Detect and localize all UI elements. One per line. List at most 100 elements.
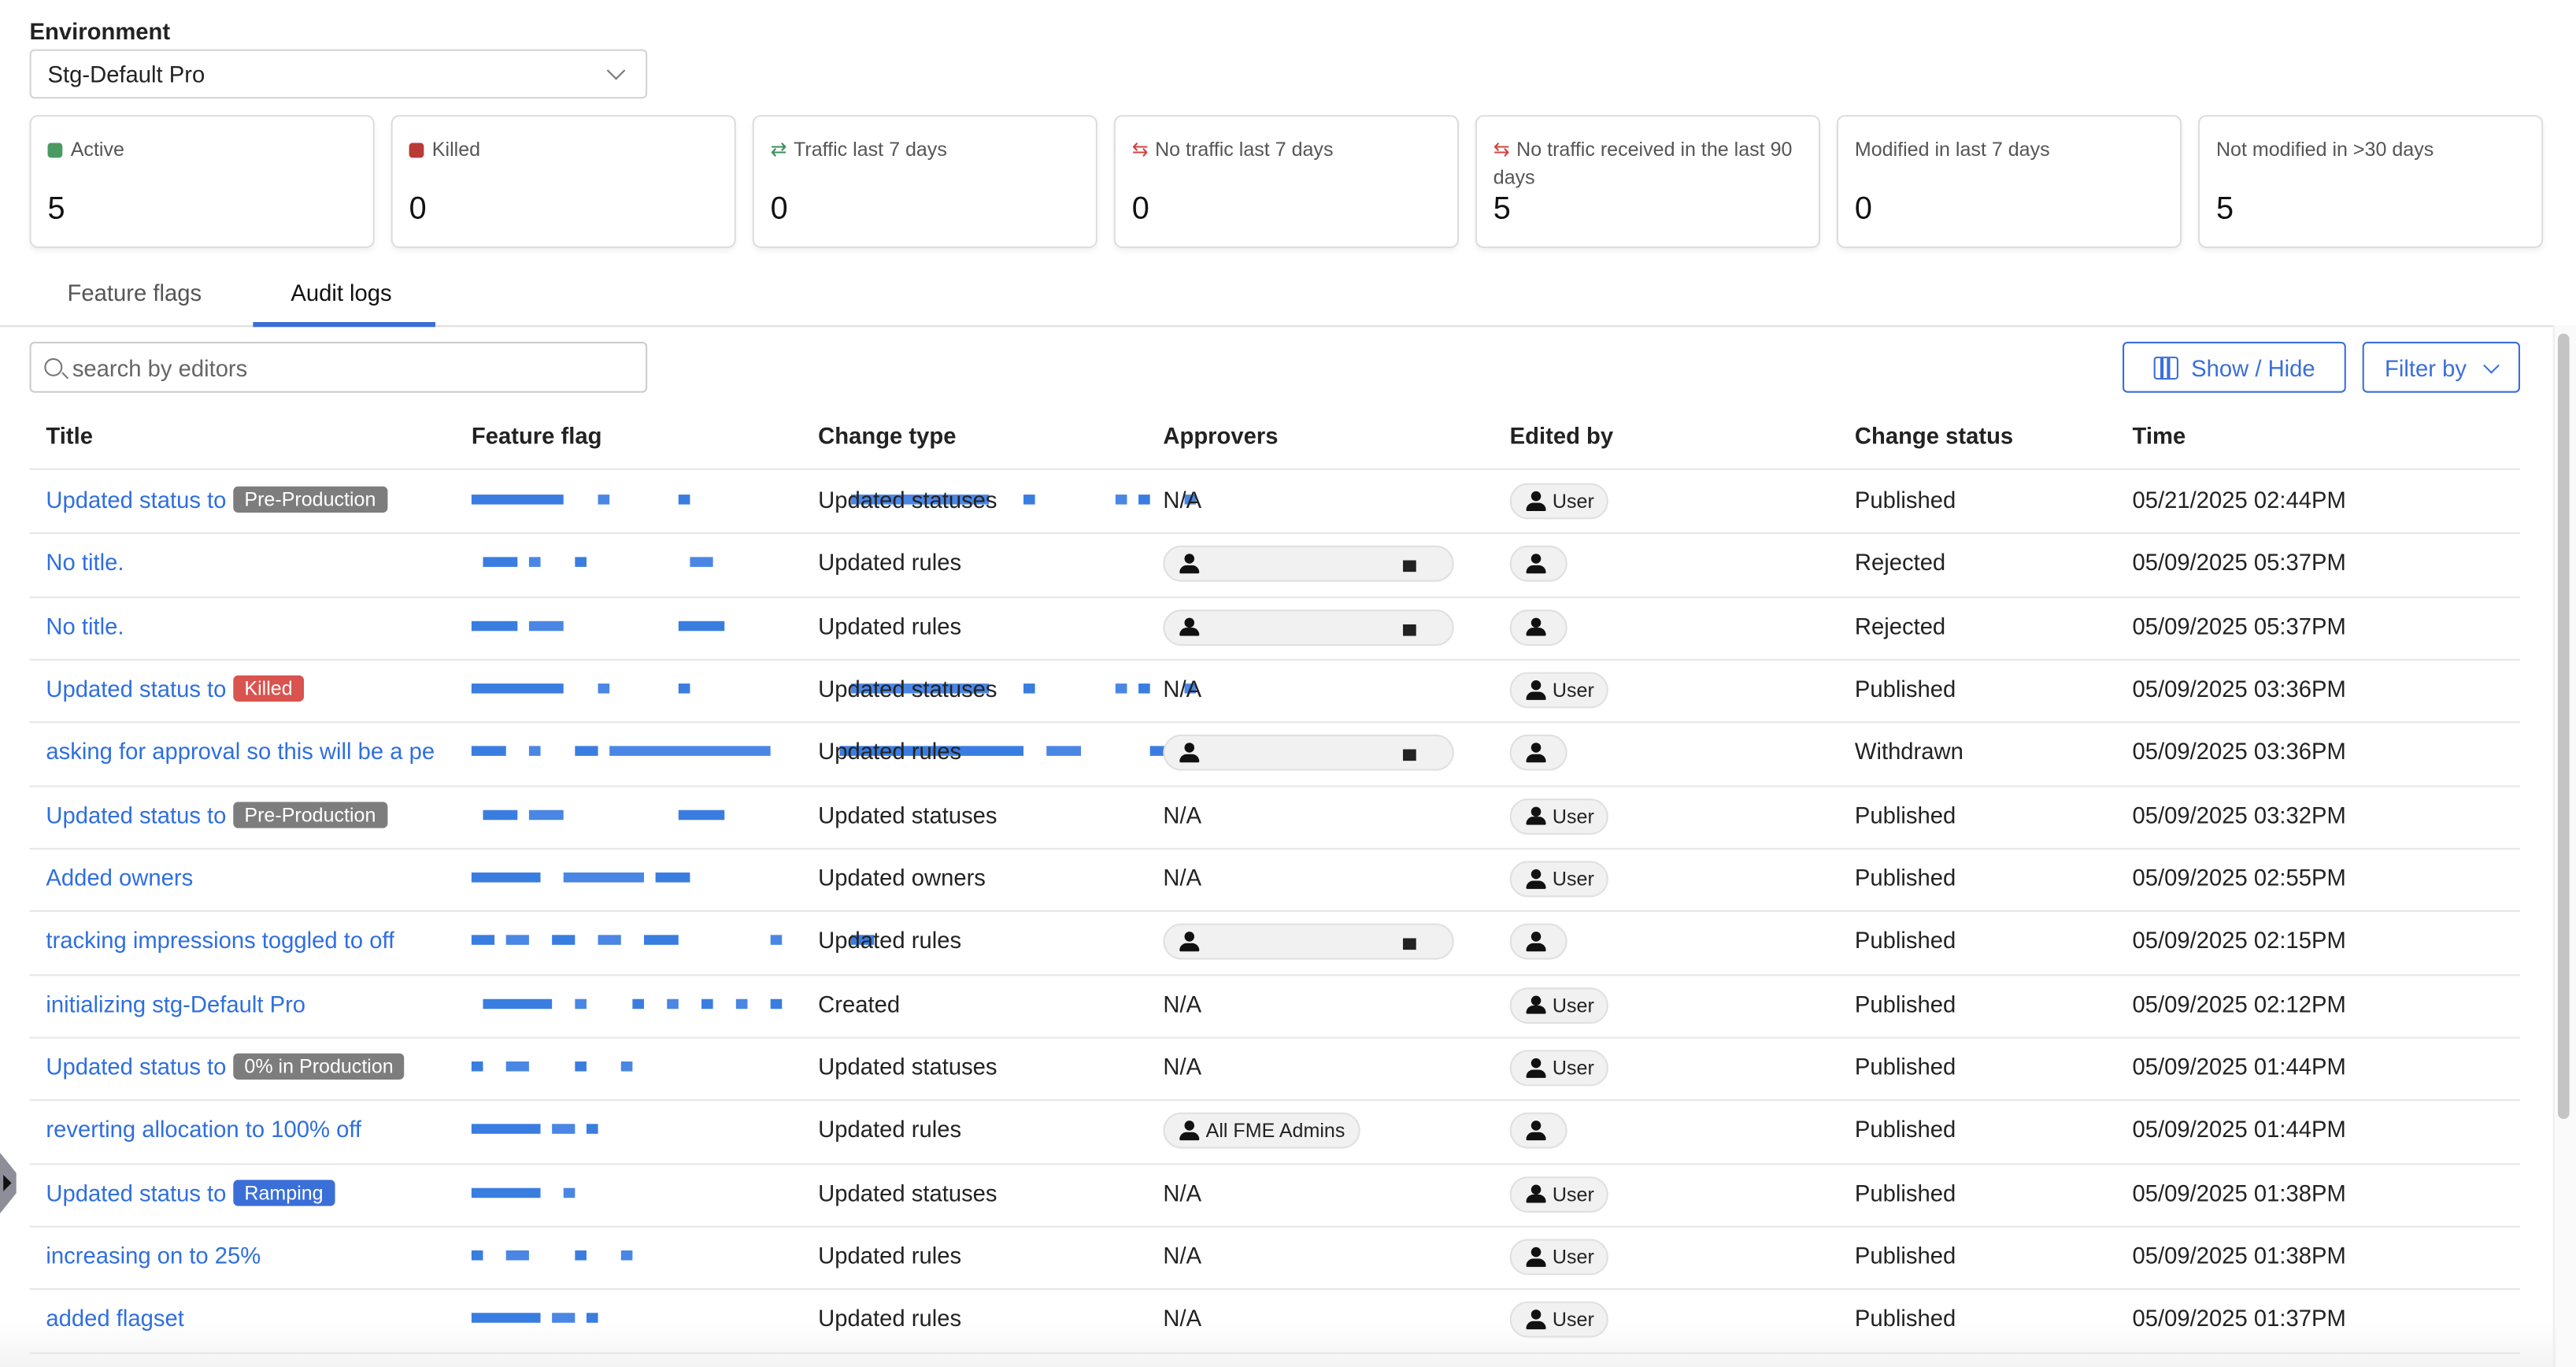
redacted-block	[528, 558, 541, 568]
feature-flag-redacted[interactable]	[472, 998, 783, 1015]
show-hide-columns-button[interactable]: Show / Hide	[2123, 342, 2346, 393]
tab-audit-logs[interactable]: Audit logs	[291, 279, 392, 306]
time-cell: 05/09/2025 01:38PM	[2132, 1179, 2346, 1206]
editor-pill[interactable]	[1509, 609, 1567, 646]
change-title-text: initializing stg-Default Pro	[46, 990, 306, 1017]
redacted-block	[678, 684, 690, 694]
approver-pill[interactable]: All FME Admins	[1163, 1113, 1360, 1150]
change-status-cell: Published	[1854, 1116, 1956, 1143]
change-title-link[interactable]: increasing on to 25%	[46, 1243, 261, 1269]
scrollbar-thumb[interactable]	[2557, 333, 2570, 1120]
column-header[interactable]: Feature flag	[471, 422, 602, 449]
row-divider	[29, 1225, 2520, 1228]
editor-pill[interactable]: User	[1509, 1239, 1609, 1276]
change-title-link[interactable]: Updated status to Pre-Production	[46, 486, 388, 513]
editor-pill[interactable]: User	[1509, 1050, 1609, 1087]
change-title-link[interactable]: No title.	[46, 550, 124, 576]
row-divider	[29, 1351, 2520, 1354]
column-header[interactable]: Edited by	[1509, 422, 1614, 449]
person-icon	[1526, 491, 1546, 511]
editor-pill[interactable]: User	[1509, 987, 1609, 1024]
editor-pill[interactable]	[1509, 546, 1567, 583]
feature-flag-redacted[interactable]	[471, 684, 1197, 700]
change-title-link[interactable]: initializing stg-Default Pro	[46, 991, 305, 1017]
column-header[interactable]: Title	[46, 422, 93, 449]
editor-pill[interactable]: User	[1509, 861, 1609, 898]
tab-feature-flags[interactable]: Feature flags	[67, 279, 202, 306]
feature-flag-redacted[interactable]	[471, 935, 875, 952]
stat-card[interactable]: Modified in last 7 days 0	[1836, 115, 2182, 249]
change-title-text: increasing on to 25%	[46, 1242, 261, 1269]
editor-pill[interactable]: User	[1509, 798, 1609, 835]
editor-pill[interactable]: User	[1509, 1176, 1609, 1213]
filter-by-button[interactable]: Filter by	[2362, 342, 2520, 393]
column-header[interactable]: Change status	[1854, 422, 2014, 449]
row-divider	[29, 658, 2520, 661]
column-header[interactable]: Change type	[818, 422, 957, 449]
change-title-link[interactable]: Updated status to Ramping	[46, 1179, 335, 1206]
search-input[interactable]: search by editors	[29, 342, 648, 393]
editor-name: User	[1552, 1057, 1594, 1080]
stat-card[interactable]: Not modified in >30 days 5	[2198, 115, 2544, 249]
stat-card-label-text: No traffic last 7 days	[1155, 138, 1334, 161]
redacted-block	[667, 998, 679, 1009]
redacted-block	[563, 1187, 576, 1198]
feature-flag-redacted[interactable]	[471, 1313, 768, 1330]
stat-card-label-text: Active	[70, 138, 124, 161]
columns-icon	[2153, 356, 2178, 380]
feature-flag-redacted[interactable]	[471, 621, 768, 637]
column-header[interactable]: Time	[2132, 422, 2186, 449]
redacted-block	[471, 1187, 541, 1198]
redacted-block	[620, 1061, 633, 1072]
change-title-link[interactable]: reverting allocation to 100% off	[46, 1117, 361, 1143]
editor-pill[interactable]	[1509, 1113, 1567, 1150]
feature-flag-redacted[interactable]	[471, 495, 1197, 511]
change-status-cell: Published	[1854, 1305, 1956, 1332]
approver-pill[interactable]	[1163, 546, 1454, 583]
change-title-link[interactable]: Updated status to Killed	[46, 675, 305, 702]
feature-flag-redacted[interactable]	[471, 1124, 768, 1141]
time-cell: 05/09/2025 05:37PM	[2132, 549, 2346, 576]
environment-select[interactable]: Stg-Default Pro	[29, 49, 648, 99]
redacted-block	[735, 998, 748, 1009]
redacted-block	[471, 1124, 541, 1135]
change-title-link[interactable]: No title.	[46, 613, 124, 639]
approver-pill[interactable]	[1163, 924, 1454, 961]
approver-pill[interactable]	[1163, 735, 1454, 772]
editor-pill[interactable]: User	[1509, 1302, 1609, 1339]
editor-pill[interactable]	[1509, 735, 1567, 772]
redacted-block	[1115, 495, 1127, 505]
editor-pill[interactable]: User	[1509, 483, 1609, 520]
change-title-link[interactable]: tracking impressions toggled to off	[46, 928, 394, 954]
feature-flag-redacted[interactable]	[471, 1187, 768, 1204]
stat-card[interactable]: Active 5	[29, 115, 375, 249]
stat-card-label-text: Traffic last 7 days	[794, 138, 947, 161]
feature-flag-redacted[interactable]	[471, 1250, 768, 1267]
feature-flag-redacted[interactable]	[471, 872, 768, 889]
editor-pill[interactable]	[1509, 924, 1567, 961]
filter-by-label: Filter by	[2385, 354, 2467, 382]
approver-pill[interactable]	[1163, 609, 1454, 646]
editor-pill[interactable]: User	[1509, 672, 1609, 709]
feature-flag-redacted[interactable]	[471, 1061, 768, 1078]
change-title-link[interactable]: added flagset	[46, 1306, 183, 1332]
change-title-link[interactable]: asking for approval so this will be a pe	[46, 739, 435, 765]
feature-flag-redacted[interactable]	[471, 746, 1288, 763]
stat-card[interactable]: ⇆ No traffic received in the last 90 days…	[1475, 115, 1821, 249]
stat-card[interactable]: ⇆ No traffic last 7 days 0	[1113, 115, 1459, 249]
sidebar-expand-handle[interactable]	[0, 1150, 17, 1217]
column-header[interactable]: Approvers	[1163, 422, 1279, 449]
redacted-block	[598, 684, 610, 694]
row-divider	[29, 1162, 2520, 1165]
feature-flag-redacted[interactable]	[472, 809, 768, 826]
stat-card-label: ⇄ Traffic last 7 days	[771, 136, 1079, 164]
feature-flag-redacted[interactable]	[472, 558, 768, 574]
redacted-block	[471, 495, 564, 505]
stat-card[interactable]: ⇄ Traffic last 7 days 0	[752, 115, 1097, 249]
change-title-link[interactable]: Updated status to 0% in Production	[46, 1053, 405, 1080]
stat-card[interactable]: Killed 0	[390, 115, 736, 249]
change-title-link[interactable]: Added owners	[46, 865, 193, 891]
status-square-icon	[47, 143, 63, 158]
change-title-link[interactable]: Updated status to Pre-Production	[46, 801, 388, 828]
